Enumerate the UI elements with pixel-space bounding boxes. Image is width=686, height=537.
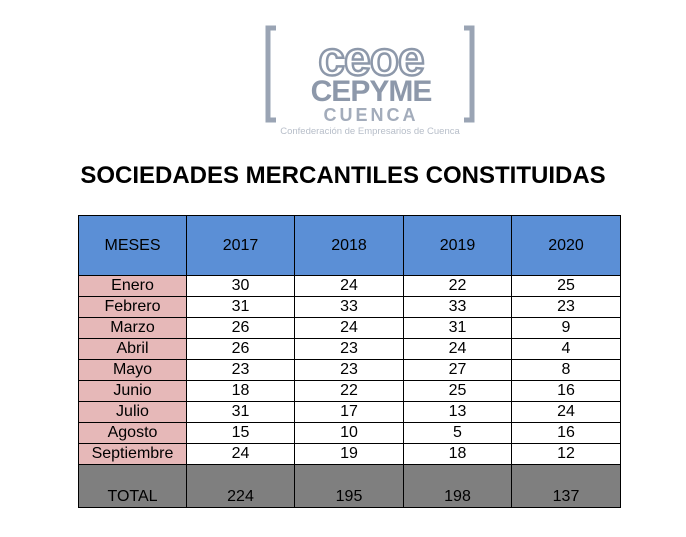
value-cell: 25 (403, 380, 512, 402)
value-cell: 26 (186, 338, 295, 360)
value-cell: 9 (511, 317, 621, 339)
table-row: Abril 26 23 24 4 (78, 338, 621, 360)
value-cell: 23 (294, 338, 404, 360)
month-cell: Septiembre (78, 443, 187, 465)
value-cell: 24 (403, 338, 512, 360)
value-cell: 13 (403, 401, 512, 423)
header-cell-year: 2019 (403, 215, 512, 276)
table-row: Enero 30 24 22 25 (78, 275, 621, 297)
logo-brackets (265, 25, 475, 123)
header-cell-year: 2018 (294, 215, 404, 276)
value-cell: 26 (186, 317, 295, 339)
value-cell: 16 (511, 422, 621, 444)
total-value-cell: 224 (186, 464, 295, 508)
value-cell: 23 (186, 359, 295, 381)
value-cell: 18 (403, 443, 512, 465)
month-cell: Febrero (78, 296, 187, 318)
month-cell: Marzo (78, 317, 187, 339)
header-cell-year: 2017 (186, 215, 295, 276)
value-cell: 33 (294, 296, 404, 318)
value-cell: 24 (186, 443, 295, 465)
value-cell: 4 (511, 338, 621, 360)
logo-wordmark-cepyme: CEPYME (310, 75, 433, 108)
value-cell: 24 (511, 401, 621, 423)
value-cell: 17 (294, 401, 404, 423)
value-cell: 19 (294, 443, 404, 465)
table-row: Mayo 23 23 27 8 (78, 359, 621, 381)
header-cell-year: 2020 (511, 215, 621, 276)
table-total-row: TOTAL 224 195 198 137 (78, 464, 621, 508)
total-value-cell: 195 (294, 464, 404, 508)
value-cell: 24 (294, 317, 404, 339)
value-cell: 22 (403, 275, 512, 297)
value-cell: 22 (294, 380, 404, 402)
logo-wordmark-cuenca: CUENCA (323, 105, 419, 125)
total-value-cell: 137 (511, 464, 621, 508)
month-cell: Agosto (78, 422, 187, 444)
ceoe-cepyme-logo: ceoe CEPYME CUENCA Confederación de Empr… (264, 22, 476, 142)
month-cell: Junio (78, 380, 187, 402)
value-cell: 18 (186, 380, 295, 402)
value-cell: 27 (403, 359, 512, 381)
month-cell: Enero (78, 275, 187, 297)
value-cell: 25 (511, 275, 621, 297)
value-cell: 23 (294, 359, 404, 381)
month-cell: Mayo (78, 359, 187, 381)
month-cell: Julio (78, 401, 187, 423)
value-cell: 31 (186, 296, 295, 318)
value-cell: 10 (294, 422, 404, 444)
header-cell-months: MESES (78, 215, 187, 276)
value-cell: 16 (511, 380, 621, 402)
value-cell: 31 (186, 401, 295, 423)
companies-table: MESES 2017 2018 2019 2020 Enero 30 24 22… (78, 215, 621, 508)
value-cell: 5 (403, 422, 512, 444)
value-cell: 23 (511, 296, 621, 318)
value-cell: 8 (511, 359, 621, 381)
value-cell: 12 (511, 443, 621, 465)
value-cell: 24 (294, 275, 404, 297)
table-row: Julio 31 17 13 24 (78, 401, 621, 423)
value-cell: 15 (186, 422, 295, 444)
table-row: Junio 18 22 25 16 (78, 380, 621, 402)
table-row: Marzo 26 24 31 9 (78, 317, 621, 339)
page-title: SOCIEDADES MERCANTILES CONSTITUIDAS (80, 162, 606, 189)
logo-subtitle: Confederación de Empresarios de Cuenca (280, 126, 460, 137)
table-row: Agosto 15 10 5 16 (78, 422, 621, 444)
total-label-cell: TOTAL (78, 464, 187, 508)
value-cell: 30 (186, 275, 295, 297)
month-cell: Abril (78, 338, 187, 360)
value-cell: 33 (403, 296, 512, 318)
table-header-row: MESES 2017 2018 2019 2020 (78, 215, 621, 276)
value-cell: 31 (403, 317, 512, 339)
total-value-cell: 198 (403, 464, 512, 508)
table-row: Febrero 31 33 33 23 (78, 296, 621, 318)
table-row: Septiembre 24 19 18 12 (78, 443, 621, 465)
logo-wordmark-ceoe: ceoe (317, 33, 426, 86)
